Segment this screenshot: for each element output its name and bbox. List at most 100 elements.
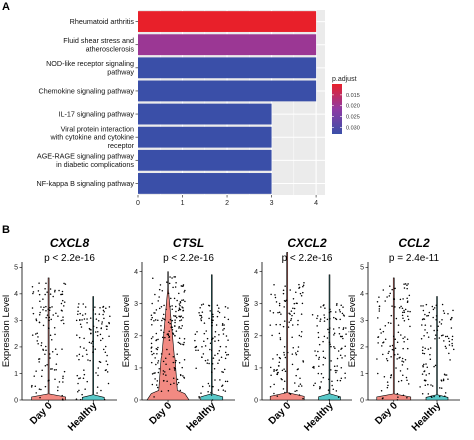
data-point	[92, 309, 95, 311]
data-point	[426, 331, 428, 334]
data-point	[344, 345, 346, 348]
data-point	[198, 397, 201, 399]
data-point	[96, 386, 99, 388]
violin-healthy	[200, 274, 224, 401]
data-point	[284, 370, 287, 372]
data-point	[41, 369, 43, 372]
data-point	[441, 319, 443, 321]
data-point	[430, 395, 432, 398]
data-point	[336, 365, 338, 367]
bar-1	[138, 11, 317, 32]
data-point	[402, 317, 404, 319]
data-point	[79, 398, 82, 401]
data-point	[106, 325, 108, 328]
data-point	[342, 337, 344, 340]
data-point	[45, 316, 47, 319]
data-point	[210, 319, 213, 321]
data-point	[158, 288, 161, 291]
data-point	[444, 335, 447, 338]
data-point	[345, 333, 347, 335]
data-point	[43, 306, 45, 309]
data-point	[330, 369, 332, 371]
data-point	[335, 304, 338, 306]
data-point	[61, 394, 63, 397]
data-point	[64, 283, 67, 285]
data-point	[102, 309, 105, 312]
data-point	[327, 389, 330, 391]
data-point	[53, 327, 56, 329]
data-point	[181, 366, 183, 369]
data-point	[388, 350, 390, 353]
data-point	[421, 393, 424, 395]
data-point	[163, 318, 165, 321]
data-point	[99, 361, 102, 363]
data-point	[168, 339, 171, 341]
data-point	[273, 284, 275, 286]
data-point	[342, 314, 345, 316]
data-point	[387, 384, 389, 387]
data-point	[434, 334, 437, 336]
data-point	[94, 306, 96, 308]
data-point	[295, 302, 298, 305]
data-point	[63, 282, 65, 285]
data-point	[406, 297, 408, 300]
data-point	[332, 328, 335, 330]
data-point	[377, 336, 380, 338]
data-point	[333, 316, 335, 319]
legend-tick-label: 0.020	[346, 104, 360, 110]
data-point	[211, 321, 213, 324]
data-point	[34, 385, 37, 388]
data-point	[179, 319, 181, 322]
category-label-line: with cytokine and cytokine	[50, 133, 135, 142]
data-point	[390, 322, 392, 324]
data-point	[40, 375, 43, 378]
category-label-8: NF-kappa B signaling pathway	[37, 179, 135, 188]
data-point	[31, 307, 34, 309]
data-point	[166, 380, 168, 383]
data-point	[324, 357, 327, 359]
data-point	[79, 346, 82, 348]
data-point	[336, 369, 338, 372]
data-point	[199, 307, 201, 309]
x-tick-label: 3	[270, 200, 274, 207]
bar-4	[138, 80, 317, 102]
data-point	[432, 308, 435, 311]
data-point	[407, 283, 409, 285]
data-point	[165, 374, 167, 376]
data-point	[44, 365, 47, 367]
data-point	[49, 293, 52, 295]
data-point	[38, 313, 41, 316]
y-tick-label: 3	[254, 301, 258, 308]
data-point	[333, 365, 336, 368]
data-point	[166, 348, 168, 351]
data-point	[103, 317, 105, 320]
data-point	[339, 354, 342, 357]
data-point	[444, 395, 446, 397]
data-point	[394, 306, 396, 308]
data-point	[203, 322, 206, 324]
violin-healthy	[81, 296, 105, 401]
data-point	[54, 348, 57, 350]
data-point	[172, 361, 175, 364]
data-point	[157, 300, 159, 302]
data-point	[162, 370, 165, 372]
data-point	[451, 342, 453, 345]
data-point	[450, 327, 453, 329]
data-point	[387, 322, 390, 324]
data-point	[49, 306, 51, 309]
data-point	[303, 281, 305, 284]
data-point	[397, 380, 400, 383]
data-point	[97, 374, 99, 377]
data-point	[219, 345, 222, 348]
category-label-line: in diabetic complications	[56, 160, 134, 169]
data-point	[313, 365, 315, 368]
data-point	[183, 377, 186, 379]
data-point	[339, 318, 341, 321]
data-point	[162, 380, 165, 382]
data-point	[390, 374, 392, 377]
data-point	[277, 311, 279, 314]
data-point	[339, 379, 342, 382]
data-point	[293, 302, 296, 305]
data-point	[174, 305, 177, 308]
